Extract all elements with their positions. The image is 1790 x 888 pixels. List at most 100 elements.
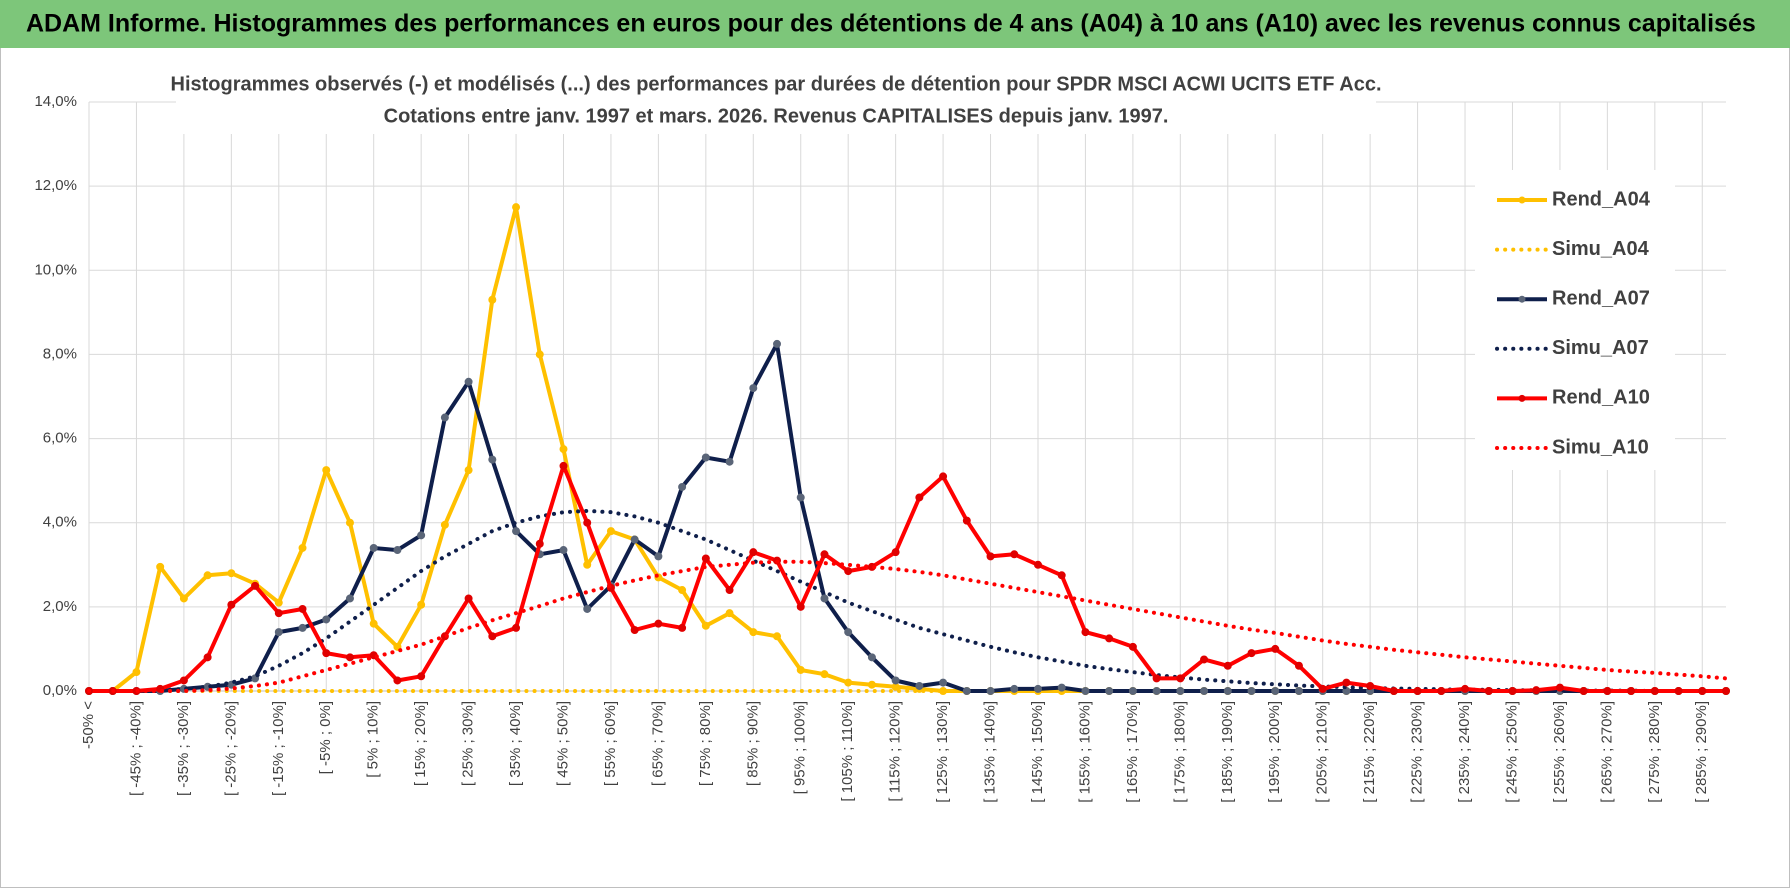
- point: [488, 455, 497, 464]
- chart-title: Histogrammes observés (-) et modélisés (…: [171, 73, 1382, 95]
- point: [701, 621, 710, 630]
- chart-subtitle: Cotations entre janv. 1997 et mars. 2026…: [384, 105, 1169, 127]
- x-tick-label: [ 235% ; 240%]: [1456, 701, 1473, 803]
- point: [962, 516, 971, 525]
- x-tick-label: [ 145% ; 150%]: [1029, 701, 1046, 803]
- y-tick-label: 4,0%: [43, 514, 77, 531]
- legend-label: Simu_A10: [1552, 436, 1649, 458]
- point: [559, 445, 568, 454]
- point: [227, 600, 236, 609]
- point: [1508, 687, 1517, 695]
- point: [1200, 687, 1209, 695]
- point: [1223, 661, 1232, 670]
- point: [1674, 687, 1683, 695]
- x-tick-label: [ 195% ; 200%]: [1266, 701, 1283, 803]
- x-tick-label: [ 95% ; 100%]: [792, 701, 809, 794]
- point: [1461, 684, 1470, 693]
- point: [1437, 687, 1446, 695]
- point: [725, 586, 734, 595]
- point: [820, 670, 829, 679]
- point: [464, 466, 473, 475]
- point: [1176, 674, 1185, 683]
- point: [1627, 687, 1636, 695]
- point: [630, 535, 639, 544]
- point: [1128, 642, 1137, 651]
- point: [251, 581, 260, 590]
- point: [986, 552, 995, 561]
- point: [915, 493, 924, 502]
- point: [298, 604, 307, 613]
- point: [1247, 649, 1256, 658]
- point: [583, 604, 592, 613]
- legend-label: Simu_A04: [1552, 238, 1650, 260]
- legend-bg: [1475, 170, 1675, 470]
- y-tick-label: 2,0%: [43, 598, 77, 615]
- point: [203, 571, 212, 580]
- y-tick-label: 0,0%: [43, 682, 77, 699]
- legend-label: Simu_A07: [1552, 337, 1649, 359]
- point: [891, 548, 900, 557]
- point: [393, 546, 402, 555]
- point: [749, 548, 758, 557]
- grid: 0,0% 2,0% 4,0% 6,0% 8,0% 10,0% 12,0% 14,0% -50% …: [34, 93, 1726, 803]
- point: [203, 653, 212, 662]
- legend-marker: [1518, 394, 1526, 402]
- point: [156, 562, 165, 571]
- legend-label: Rend_A07: [1552, 287, 1650, 309]
- point: [1152, 674, 1161, 683]
- point: [417, 672, 426, 681]
- point: [535, 350, 544, 359]
- point: [630, 625, 639, 634]
- point: [322, 649, 331, 658]
- x-tick-label: [ 165% ; 170%]: [1124, 701, 1141, 803]
- point: [440, 413, 449, 422]
- series-line: [87, 559, 1728, 693]
- x-tick-label: [ 115% ; 120%]: [887, 701, 904, 802]
- point: [1105, 687, 1114, 695]
- point: [1010, 684, 1019, 693]
- point: [535, 539, 544, 548]
- point: [298, 543, 307, 552]
- point: [1128, 687, 1137, 695]
- point: [1057, 571, 1066, 580]
- header-title: ADAM Informe. Histogrammes des performan…: [26, 10, 1756, 38]
- point: [844, 678, 853, 687]
- header-bar: [0, 0, 1790, 48]
- legend-label: Rend_A04: [1552, 188, 1651, 210]
- point: [1010, 550, 1019, 559]
- point: [796, 602, 805, 611]
- point: [1318, 684, 1327, 693]
- point: [1176, 687, 1185, 695]
- y-tick-label: 6,0%: [43, 430, 77, 447]
- x-tick-label: [ 85% ; 90%]: [744, 701, 761, 786]
- point: [559, 546, 568, 555]
- point: [725, 609, 734, 618]
- point: [654, 552, 663, 561]
- point: [417, 531, 426, 540]
- x-tick-label: [ 265% ; 270%]: [1598, 701, 1615, 803]
- point: [1484, 687, 1493, 695]
- plot: [85, 203, 1730, 695]
- x-tick-label: [ 215% ; 220%]: [1361, 701, 1378, 803]
- point: [891, 676, 900, 685]
- point: [986, 687, 995, 695]
- point: [417, 600, 426, 609]
- x-tick-label: [ 175% ; 180%]: [1171, 701, 1188, 803]
- point: [1603, 687, 1612, 695]
- point: [1152, 687, 1161, 695]
- point: [1200, 655, 1209, 664]
- point: [678, 586, 687, 595]
- point: [559, 461, 568, 470]
- point: [369, 619, 378, 628]
- point: [1247, 687, 1256, 695]
- legend: Rend_A04 Simu_A04 Rend_A07 Simu_A07 Rend_A10…: [1475, 170, 1675, 470]
- point: [512, 623, 521, 632]
- point: [345, 518, 354, 527]
- point: [654, 619, 663, 628]
- x-tick-label: [ 75% ; 80%]: [697, 701, 714, 786]
- point: [820, 594, 829, 603]
- point: [844, 628, 853, 637]
- point: [1698, 687, 1707, 695]
- title-bg: [176, 68, 1376, 134]
